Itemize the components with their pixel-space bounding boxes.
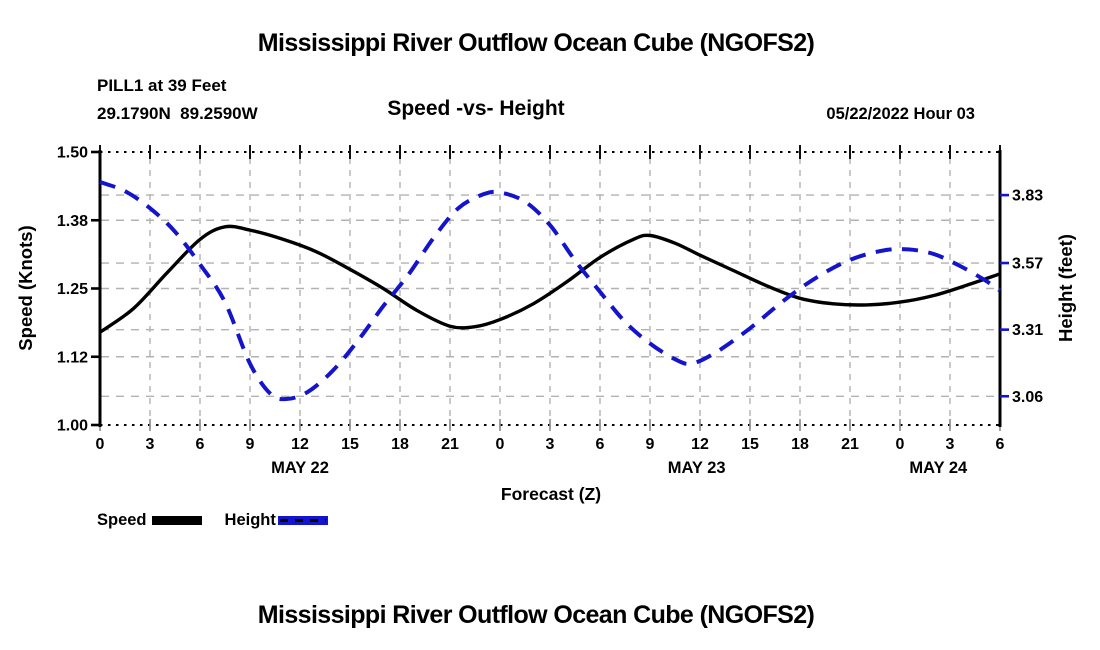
legend: Speed Height [97,511,328,530]
x-tick-label: 0 [96,436,105,453]
legend-height-swatch [277,516,328,525]
station-label: PILL1 at 39 Feet [97,76,227,95]
x-tick-label: 3 [946,436,955,453]
left-tick-label: 1.38 [57,213,88,230]
right-tick-label: 3.06 [1012,389,1043,406]
x-tick-label: 18 [791,436,809,453]
x-tick-label: 21 [841,436,859,453]
left-tick-label: 1.00 [57,418,88,435]
right-tick-label: 3.83 [1012,188,1043,205]
x-tick-label: 18 [391,436,409,453]
legend-height-label: Height [224,511,276,529]
main-title: Mississippi River Outflow Ocean Cube (NG… [257,29,815,57]
right-tick-label: 3.31 [1012,322,1043,339]
x-tick-label: 12 [691,436,709,453]
x-tick-label: 6 [596,436,605,453]
x-tick-label: 12 [291,436,309,453]
forecast-datetime: 05/22/2022 Hour 03 [826,105,975,123]
legend-speed-label: Speed [97,511,147,529]
x-date-label: MAY 22 [271,459,329,477]
x-tick-label: 15 [341,436,359,453]
footer-title: Mississippi River Outflow Ocean Cube (NG… [257,601,815,629]
legend-height-dashes [279,519,326,522]
x-tick-label: 6 [196,436,205,453]
x-tick-label: 3 [546,436,555,453]
right-axis-title: Height (feet) [1055,234,1076,342]
x-axis-title: Forecast (Z) [501,484,601,504]
x-tick-label: 6 [996,436,1005,453]
speed-line [99,224,1001,334]
x-tick-label: 9 [246,436,255,453]
left-tick-label: 1.12 [57,349,88,366]
plot-title: Speed -vs- Height [387,97,565,120]
left-axis-title: Speed (Knots) [15,225,36,350]
x-tick-label: 0 [896,436,905,453]
x-date-label: MAY 24 [909,459,968,477]
coordinates-label: 29.1790N 89.2590W [97,104,258,123]
height-line [99,180,1002,402]
x-tick-label: 15 [741,436,759,453]
x-tick-label: 3 [146,436,155,453]
right-tick-label: 3.57 [1012,256,1043,273]
legend-speed-swatch [151,516,202,525]
left-tick-label: 1.25 [57,281,88,298]
x-tick-label: 9 [646,436,655,453]
left-tick-label: 1.50 [57,145,88,162]
x-tick-label: 21 [441,436,459,453]
x-date-label: MAY 23 [668,459,726,477]
x-tick-label: 0 [496,436,505,453]
